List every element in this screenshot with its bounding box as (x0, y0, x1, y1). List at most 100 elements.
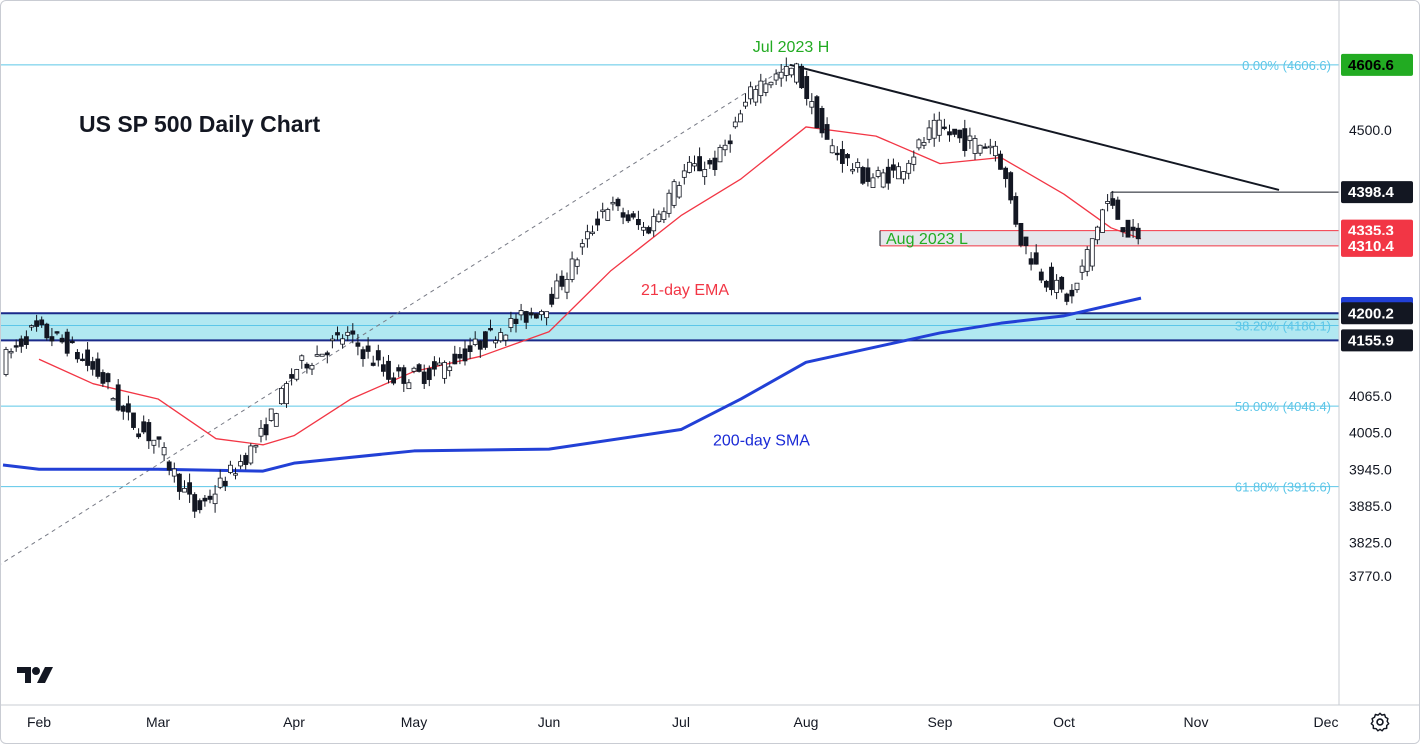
candle-body (942, 126, 947, 129)
fib-level-label: 50.00% (4048.4) (1235, 399, 1331, 414)
candle-body (29, 325, 34, 328)
candle-body (717, 147, 723, 163)
candle-body (921, 142, 927, 146)
candle-body (753, 89, 759, 103)
candle-body (299, 355, 305, 361)
candle-body (901, 171, 906, 180)
candle-body (329, 338, 335, 341)
candle-body (217, 477, 223, 488)
candle-body (212, 493, 218, 505)
candle-body (360, 349, 366, 360)
candle-body (549, 293, 555, 305)
candle-body (457, 353, 463, 359)
candle-body (80, 358, 85, 361)
price-badge (1341, 53, 1413, 76)
candle-body (875, 170, 881, 177)
candle-body (498, 332, 504, 342)
candle-body (75, 352, 80, 360)
candle-body (692, 163, 697, 167)
candle-body (1079, 265, 1085, 273)
x-tick-label: Oct (1053, 714, 1075, 730)
candle-body (651, 216, 657, 232)
ema-21-line (38, 126, 1142, 446)
candle-body (467, 345, 473, 352)
tradingview-logo[interactable] (15, 663, 55, 692)
candle-body (166, 461, 172, 471)
candle-body (95, 358, 101, 377)
candle-body (513, 318, 519, 324)
y-tick-label: 3770.0 (1349, 568, 1392, 584)
candle-body (426, 368, 432, 380)
candle-body (911, 156, 917, 165)
candle-body (3, 349, 9, 375)
candle-body (304, 363, 310, 369)
candle-body (748, 86, 753, 100)
candle-body (233, 473, 238, 476)
candle-body (1028, 258, 1034, 265)
candle-body (411, 367, 417, 372)
candle-body (8, 351, 14, 354)
gear-icon[interactable] (1369, 711, 1391, 733)
candle-body (69, 340, 75, 344)
candle-body (1084, 249, 1090, 272)
candle-body (707, 160, 713, 165)
price-badge-label: 4310.4 (1348, 238, 1395, 255)
candle-body (391, 377, 397, 384)
candle-body (600, 209, 606, 212)
candle-body (1033, 252, 1039, 265)
candle-body (406, 382, 412, 390)
candle-body (1018, 222, 1024, 246)
candle-body (625, 214, 631, 222)
candle-body (278, 388, 284, 405)
candle-body (646, 227, 651, 234)
candle-body (534, 313, 539, 319)
y-axis-panel (1339, 1, 1419, 743)
y-tick-label: 3885.0 (1349, 498, 1392, 514)
candle-body (799, 65, 804, 89)
candle-body (503, 334, 509, 341)
candle-body (482, 331, 488, 348)
candle-body (386, 360, 391, 380)
candle-body (814, 96, 820, 129)
candle-body (870, 177, 876, 188)
candle-body (431, 361, 437, 370)
candle-body (585, 231, 590, 240)
candle-body (880, 172, 886, 188)
candle-body (222, 480, 228, 487)
candle-body (865, 167, 871, 182)
candle-body (44, 323, 50, 339)
candle-body (447, 366, 453, 372)
candle-body (1003, 167, 1008, 180)
candle-body (982, 146, 988, 149)
candle-body (891, 164, 896, 171)
candle-body (1049, 266, 1054, 291)
candle-body (462, 348, 468, 362)
candle-body (238, 461, 244, 467)
candle-body (1013, 196, 1019, 225)
candle-body (1038, 271, 1044, 281)
candle-body (268, 408, 274, 421)
annotation-sma: 200-day SMA (713, 433, 810, 450)
x-tick-label: May (401, 714, 427, 730)
candle-body (926, 127, 932, 140)
candle-body (590, 231, 595, 234)
candle-body (100, 372, 106, 384)
y-tick-label: 4005.0 (1349, 425, 1392, 441)
candle-body (207, 495, 213, 500)
candle-body (13, 345, 19, 348)
candle-body (829, 145, 835, 154)
candle-body (136, 433, 142, 438)
candle-body (1089, 238, 1095, 267)
candle-body (340, 338, 346, 345)
x-tick-label: Aug (794, 714, 819, 730)
x-tick-label: Jul (672, 714, 690, 730)
candle-body (452, 353, 458, 365)
x-tick-label: Mar (146, 714, 170, 730)
candle-body (620, 212, 626, 218)
candle-body (1074, 282, 1080, 291)
fib-level-label: 0.00% (4606.6) (1242, 58, 1331, 73)
candle-body (732, 121, 738, 128)
candle-body (845, 154, 850, 159)
